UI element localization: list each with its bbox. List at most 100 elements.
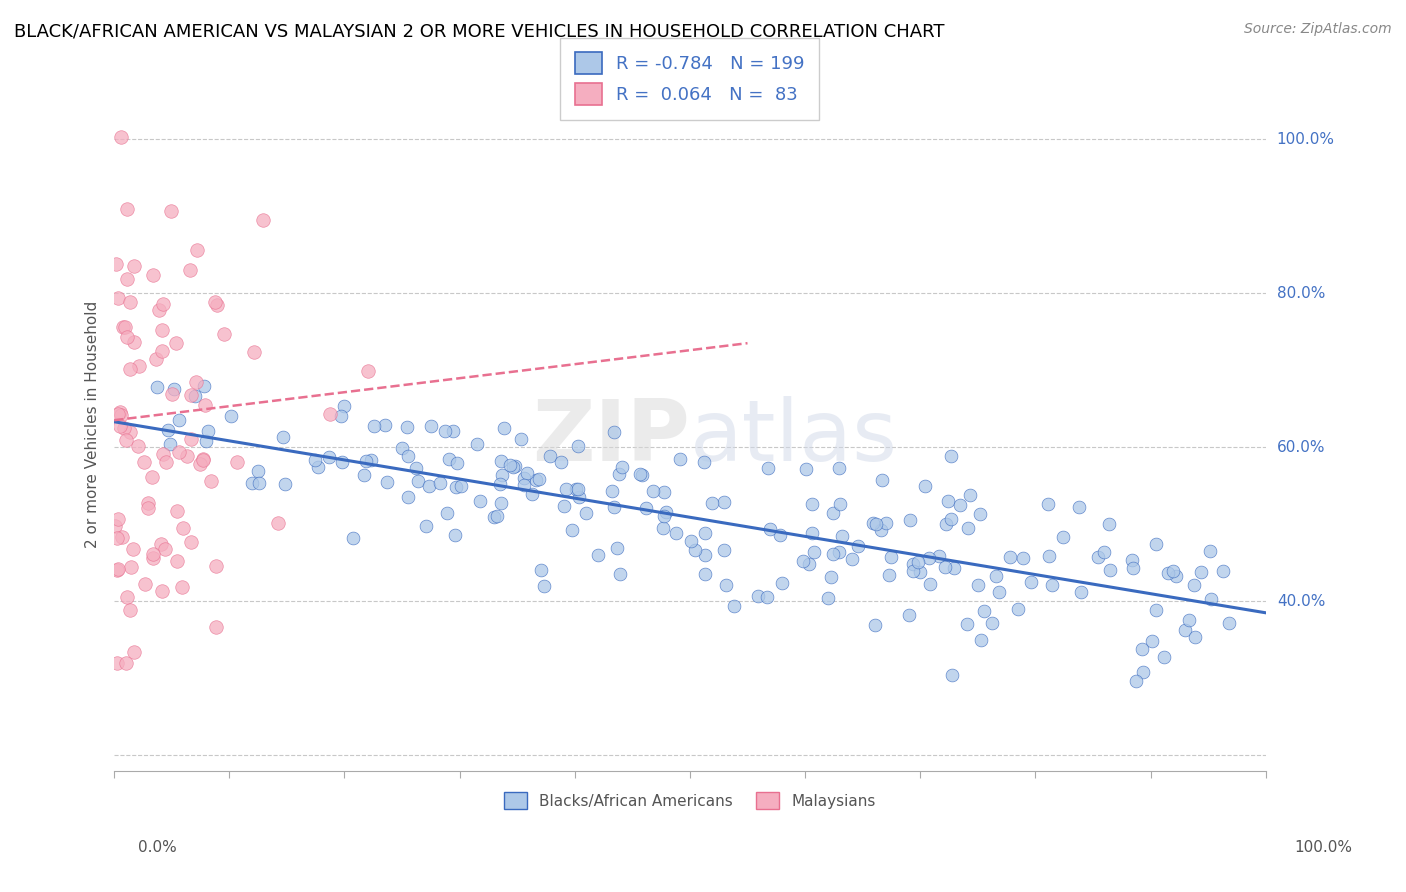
Text: Source: ZipAtlas.com: Source: ZipAtlas.com [1244,22,1392,37]
Point [914,479,936,493]
Point [107,512,129,526]
Point [437,451,460,466]
Point [1153,650,1175,665]
Point [567,439,589,453]
Point [226,455,249,469]
Point [167,412,190,426]
Point [363,419,385,434]
Point [828,544,851,558]
Point [107,291,129,305]
Point [156,424,179,438]
Point [702,496,724,510]
Point [636,500,658,515]
Point [186,243,208,257]
Point [1182,578,1205,592]
Point [803,544,825,558]
Point [191,453,214,467]
Point [830,497,852,511]
Point [1166,569,1188,583]
Text: 80.0%: 80.0% [1277,285,1324,301]
Point [398,449,420,463]
Point [247,464,270,478]
Point [415,518,437,533]
Point [353,467,375,482]
Point [489,477,512,491]
Point [433,424,456,438]
Point [107,408,129,422]
Point [655,505,678,519]
Point [105,656,128,670]
Point [108,405,131,419]
Point [801,525,824,540]
Point [184,389,207,403]
Point [146,379,169,393]
Point [115,272,138,286]
Point [1144,537,1167,551]
Point [1121,553,1143,567]
Point [243,345,266,359]
Point [180,387,202,401]
Point [356,454,378,468]
Point [152,323,174,337]
Point [107,563,129,577]
Point [134,576,156,591]
Point [973,604,995,618]
Point [513,471,536,485]
Point [959,488,981,502]
Text: 60.0%: 60.0% [1277,440,1326,455]
Point [396,490,419,504]
Point [1092,545,1115,559]
Point [1040,578,1063,592]
Point [527,472,550,486]
Point [1184,630,1206,644]
Point [360,452,382,467]
Point [908,565,931,579]
Point [153,542,176,557]
Point [318,450,340,465]
Point [681,534,703,549]
Point [941,667,963,681]
Point [1052,530,1074,544]
Point [956,617,979,632]
Point [1132,665,1154,680]
Point [1012,550,1035,565]
Point [568,490,591,504]
Point [492,420,515,434]
Point [166,504,188,518]
Point [1097,516,1119,531]
Point [111,319,134,334]
Point [1069,500,1091,514]
Point [107,562,129,576]
Point [880,550,903,565]
Point [342,531,364,545]
Text: 100.0%: 100.0% [1295,840,1353,855]
Point [792,554,814,568]
Point [827,460,849,475]
Point [817,591,839,606]
Point [821,547,844,561]
Point [115,590,138,604]
Point [530,563,553,577]
Point [197,425,219,439]
Text: 0.0%: 0.0% [138,840,177,855]
Point [998,550,1021,565]
Point [522,486,544,500]
Point [160,204,183,219]
Point [538,449,561,463]
Point [204,295,226,310]
Point [1070,584,1092,599]
Point [794,462,817,476]
Point [160,387,183,401]
Point [1161,565,1184,579]
Point [108,418,131,433]
Point [159,437,181,451]
Text: 100.0%: 100.0% [1277,131,1334,146]
Point [980,615,1002,630]
Point [693,455,716,469]
Point [651,521,673,535]
Point [907,555,929,569]
Point [821,506,844,520]
Point [271,430,294,444]
Point [155,455,177,469]
Point [179,263,201,277]
